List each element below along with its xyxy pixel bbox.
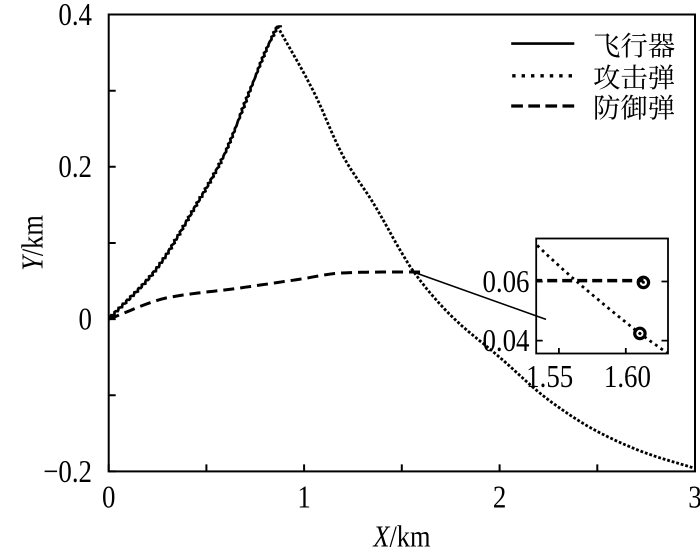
svg-text:Y/km: Y/km xyxy=(16,215,50,271)
svg-text:X/km: X/km xyxy=(372,520,430,554)
svg-text:−0.2: −0.2 xyxy=(43,455,92,490)
svg-text:0: 0 xyxy=(79,302,92,337)
svg-text:2: 2 xyxy=(493,480,506,515)
svg-text:0.2: 0.2 xyxy=(58,150,92,185)
svg-text:0: 0 xyxy=(102,480,115,515)
svg-text:0.4: 0.4 xyxy=(58,0,92,32)
svg-text:0.06: 0.06 xyxy=(482,265,529,300)
svg-text:1.55: 1.55 xyxy=(526,360,573,395)
svg-text:1.60: 1.60 xyxy=(604,360,651,395)
svg-text:1: 1 xyxy=(297,480,310,515)
svg-text:3: 3 xyxy=(688,480,700,515)
svg-text:0.04: 0.04 xyxy=(482,324,529,359)
